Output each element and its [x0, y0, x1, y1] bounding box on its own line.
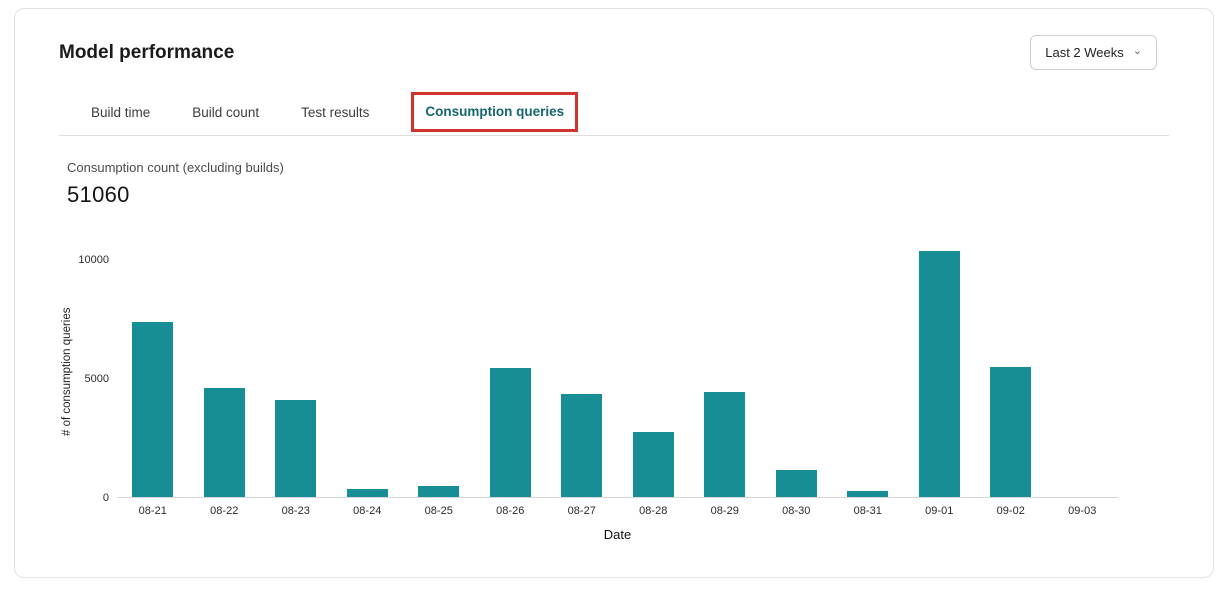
x-tick-label: 08-23: [281, 505, 310, 517]
tab-test-results[interactable]: Test results: [301, 105, 370, 120]
bar-slot: [546, 246, 618, 497]
bar-09-01: [918, 250, 960, 497]
card-header: Model performance Last 2 Weeks ⌄: [15, 9, 1213, 70]
y-tick-label: 10000: [78, 254, 109, 267]
bar-slot: [832, 246, 904, 497]
bar-slot: [117, 246, 189, 497]
bar-slot: [403, 246, 475, 497]
bar-08-29: [704, 391, 746, 497]
bar-09-02: [990, 366, 1032, 497]
x-tick-label: 08-24: [353, 505, 382, 517]
consumption-queries-chart: # of consumption queries 0 5000 10000 08-2…: [15, 246, 1213, 542]
bar-08-22: [203, 388, 245, 497]
page-title: Model performance: [59, 41, 235, 63]
y-axis: 0 5000 10000: [73, 246, 117, 504]
bar-08-21: [132, 321, 174, 497]
x-tick-label: 08-31: [853, 505, 882, 517]
bar-slot: [618, 246, 690, 497]
bar-slot: [689, 246, 761, 497]
bar-slot: [260, 246, 332, 497]
bar-slot: [475, 246, 547, 497]
bar-slot: [189, 246, 261, 497]
chevron-down-icon: ⌄: [1132, 45, 1142, 57]
x-tick-label: 08-30: [782, 505, 811, 517]
y-tick-label: 0: [102, 492, 109, 504]
bar-08-31: [847, 491, 889, 497]
metric-value: 51060: [67, 182, 130, 207]
bar-plot: [117, 246, 1118, 498]
bar-slot: [1047, 246, 1119, 497]
x-axis: 08-21 08-22 08-23 08-24 08-25 08-26 08-27 08-28…: [117, 505, 1118, 517]
x-tick-label: 08-21: [138, 505, 167, 517]
metric-label: Consumption count (excluding builds): [67, 160, 284, 175]
tab-bar: Build time Build count Test results Cons…: [59, 92, 1169, 136]
bar-slot: [975, 246, 1047, 497]
x-tick-label: 08-28: [639, 505, 668, 517]
model-performance-card: Model performance Last 2 Weeks ⌄ Build t…: [14, 8, 1214, 578]
period-dropdown-value: Last 2 Weeks: [1045, 45, 1124, 60]
annotation-highlight-box: Consumption queries: [411, 92, 579, 132]
x-tick-label: 08-27: [567, 505, 596, 517]
x-tick-label: 09-02: [996, 505, 1025, 517]
bar-08-28: [632, 431, 674, 497]
plot-column: 08-21 08-22 08-23 08-24 08-25 08-26 08-27 08-28…: [117, 246, 1118, 542]
bar-slot: [904, 246, 976, 497]
period-dropdown[interactable]: Last 2 Weeks ⌄: [1030, 35, 1157, 70]
bar-08-26: [489, 367, 531, 497]
tab-consumption-queries[interactable]: Consumption queries: [425, 104, 565, 119]
x-tick-label: 09-01: [925, 505, 954, 517]
x-tick-label: 08-22: [210, 505, 239, 517]
consumption-metric: Consumption count (excluding builds) 510…: [67, 160, 1169, 208]
bar-08-23: [275, 399, 317, 497]
x-tick-label: 08-25: [424, 505, 453, 517]
y-axis-title: # of consumption queries: [61, 307, 73, 437]
bar-08-24: [346, 489, 388, 497]
x-tick-label: 08-29: [710, 505, 739, 517]
x-tick-label: 08-26: [496, 505, 525, 517]
bar-slot: [761, 246, 833, 497]
y-tick-label: 5000: [84, 373, 109, 386]
x-tick-label: 09-03: [1068, 505, 1097, 517]
tab-build-time[interactable]: Build time: [91, 105, 151, 120]
bar-08-30: [775, 469, 817, 497]
tab-build-count[interactable]: Build count: [192, 105, 260, 120]
bar-08-27: [561, 394, 603, 497]
bar-slot: [332, 246, 404, 497]
bar-08-25: [418, 486, 460, 497]
x-axis-title: Date: [603, 527, 632, 542]
chart-body: # of consumption queries 0 5000 10000 08-2…: [61, 246, 1118, 542]
